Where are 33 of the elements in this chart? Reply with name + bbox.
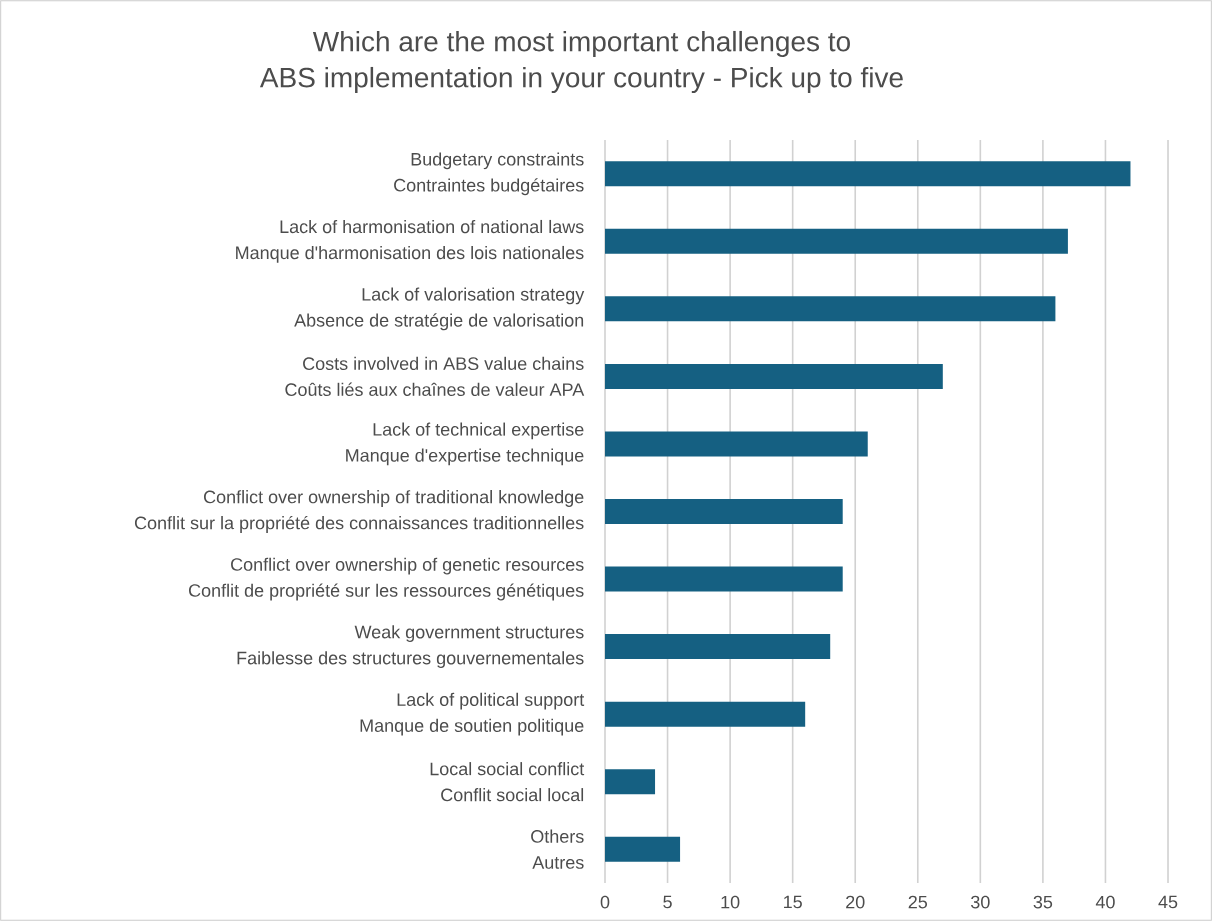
y-tick-label: Lack of valorisation strategy Absence de stratégie de valorisation [294, 287, 585, 331]
x-tick-label: 25 [908, 895, 928, 909]
y-tick-label: Budgetary constraints Contraintes budgétaires [394, 152, 584, 196]
x-tick-label: 10 [721, 895, 740, 909]
y-tick-label: Local social conflict Conflit social local [430, 762, 585, 802]
y-tick-label: Lack of political support Manque de soutien politique [360, 692, 585, 736]
bar [605, 499, 843, 525]
bar [605, 701, 806, 727]
y-tick-label: Lack of technical expertise Manque d'expertise technique [346, 422, 584, 466]
chart-title: Which are the most important challenges to ABS implementation in your country - Pick up to five [259, 30, 903, 94]
x-tick-label: 15 [784, 895, 802, 909]
x-tick-label: 5 [663, 895, 672, 909]
bar [605, 296, 1056, 322]
x-tick-label: 45 [1158, 895, 1178, 909]
y-tick-label: Lack of harmonisation of national laws Manque d'harmonisation des lois nationales [236, 219, 584, 263]
y-tick-label: Weak government structures Faiblesse des structures gouvernementales [237, 625, 584, 668]
x-tick-label: 20 [846, 895, 865, 909]
bar [605, 363, 943, 389]
y-tick-label: Others Autres [531, 829, 584, 869]
bar [605, 634, 831, 660]
bar [605, 769, 656, 795]
x-tick-label: 30 [971, 895, 990, 909]
x-tick-label: 0 [600, 895, 610, 909]
x-tick-label: 35 [1033, 895, 1053, 909]
y-tick-label: Conflict over ownership of genetic resources Conflit de propriété sur les ressources génétiques [189, 557, 584, 601]
bar [605, 566, 843, 592]
bar [605, 836, 681, 862]
y-tick-label: Conflict over ownership of traditional knowledge Conflit sur la propriété des connaissances traditionnelles [134, 490, 584, 533]
bar [605, 431, 868, 457]
y-tick-label: Costs involved in ABS value chains Coûts liés aux chaînes de valeur APA [285, 356, 585, 397]
bar [605, 161, 1131, 187]
bar [605, 228, 1068, 254]
x-tick-label: 40 [1095, 895, 1115, 909]
